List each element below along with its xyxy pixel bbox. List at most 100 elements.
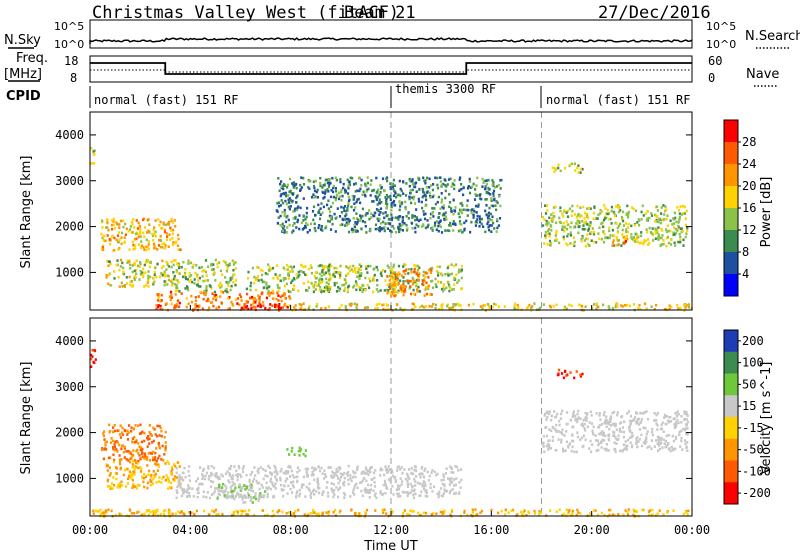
heatmap-cell (345, 265, 348, 269)
colorbar-swatch (724, 351, 738, 374)
heatmap-cell (674, 231, 678, 235)
heatmap-cell (338, 195, 341, 198)
heatmap-cell (167, 220, 171, 224)
heatmap-cell (118, 486, 121, 489)
heatmap-cell (168, 510, 171, 513)
heatmap-cell (298, 273, 301, 277)
heatmap-cell (143, 485, 146, 489)
heatmap-cell (654, 237, 657, 240)
heatmap-cell (325, 178, 328, 182)
heatmap-cell (356, 220, 359, 224)
heatmap-cell (400, 274, 404, 278)
heatmap-cell (680, 429, 683, 433)
heatmap-cell (387, 266, 390, 269)
heatmap-cell (299, 448, 303, 451)
heatmap-cell (356, 230, 359, 233)
heatmap-cell (605, 415, 608, 418)
heatmap-cell (435, 220, 439, 223)
heatmap-cell (153, 273, 156, 277)
heatmap-cell (683, 205, 686, 209)
heatmap-cell (318, 288, 321, 292)
heatmap-cell (320, 226, 323, 229)
heatmap-cell (228, 307, 231, 310)
heatmap-cell (286, 448, 289, 451)
heatmap-cell (342, 206, 345, 210)
heatmap-cell (618, 222, 622, 226)
heatmap-cell (142, 273, 145, 276)
heatmap-cell (295, 480, 299, 484)
heatmap-cell (619, 422, 622, 425)
heatmap-cell (504, 513, 507, 516)
heatmap-cell (126, 482, 129, 485)
heatmap-cell (281, 294, 284, 297)
heatmap-cell (407, 211, 410, 215)
heatmap-cell (332, 476, 335, 479)
heatmap-cell (365, 267, 368, 271)
heatmap-cell (157, 457, 160, 460)
heatmap-cell (640, 444, 644, 448)
heatmap-cell (417, 278, 420, 282)
heatmap-cell (324, 191, 327, 194)
heatmap-cell (459, 229, 462, 232)
heatmap-cell (460, 201, 463, 205)
heatmap-cell (199, 482, 202, 486)
heatmap-cell (442, 473, 445, 476)
heatmap-cell (597, 448, 600, 452)
heatmap-cell (265, 486, 268, 490)
heatmap-cell (366, 212, 369, 215)
heatmap-cell (592, 232, 596, 236)
heatmap-cell (569, 371, 572, 374)
heatmap-cell (385, 177, 388, 180)
heatmap-cell (373, 267, 376, 270)
heatmap-cell (243, 494, 246, 497)
heatmap-cell (487, 220, 490, 224)
heatmap-cell (212, 492, 215, 495)
heatmap-cell (376, 195, 380, 199)
heatmap-cell (282, 277, 285, 280)
heatmap-cell (546, 229, 550, 233)
colorbar-tick-label: 16 (742, 201, 756, 215)
heatmap-cell (349, 176, 352, 180)
heatmap-cell (113, 458, 116, 462)
heatmap-cell (486, 222, 489, 226)
heatmap-cell (170, 217, 173, 221)
heatmap-cell (665, 208, 668, 212)
heatmap-cell (525, 514, 528, 517)
heatmap-cell (266, 513, 269, 517)
heatmap-cell (210, 287, 213, 290)
heatmap-cell (428, 177, 431, 181)
heatmap-cell (378, 193, 381, 197)
heatmap-cell (593, 240, 596, 244)
heatmap-cell (370, 483, 373, 487)
heatmap-cell (430, 305, 433, 308)
heatmap-cell (137, 452, 140, 455)
heatmap-cell (594, 509, 597, 512)
heatmap-cell (167, 487, 170, 490)
heatmap-cell (550, 229, 553, 232)
heatmap-cell (304, 449, 307, 452)
heatmap-cell (334, 230, 337, 233)
heatmap-cell (205, 274, 208, 277)
heatmap-cell (379, 491, 382, 495)
heatmap-cell (163, 270, 166, 274)
heatmap-cell (224, 484, 227, 488)
heatmap-cell (412, 278, 415, 281)
heatmap-cell (462, 186, 465, 190)
heatmap-cell (333, 270, 336, 274)
heatmap-cell (307, 267, 310, 271)
heatmap-cell (428, 293, 432, 296)
heatmap-cell (339, 274, 342, 277)
heatmap-cell (389, 271, 393, 274)
heatmap-cell (390, 273, 393, 277)
heatmap-cell (410, 270, 413, 274)
heatmap-cell (409, 482, 412, 486)
heatmap-cell (328, 269, 331, 272)
heatmap-cell (656, 442, 659, 446)
heatmap-cell (386, 275, 389, 278)
heatmap-cell (372, 188, 376, 192)
heatmap-cell (397, 193, 400, 196)
heatmap-cell (590, 231, 593, 234)
heatmap-cell (202, 291, 205, 294)
heatmap-cell (164, 445, 167, 448)
heatmap-cell (192, 495, 195, 498)
